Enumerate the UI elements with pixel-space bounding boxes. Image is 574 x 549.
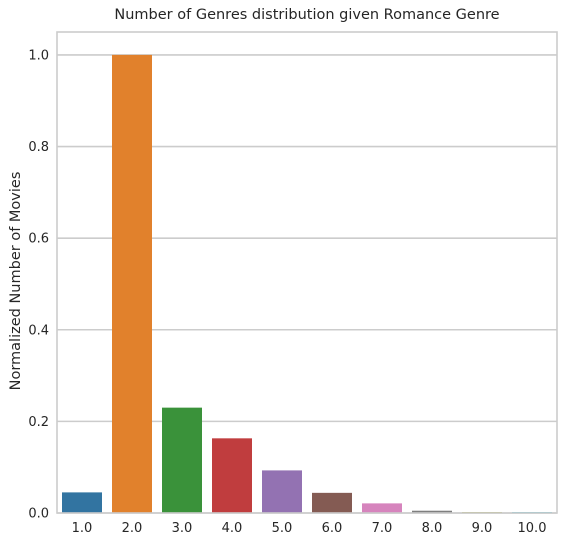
- bars: [62, 54, 552, 514]
- y-tick-label: 0.6: [28, 232, 49, 247]
- bar: [262, 470, 302, 513]
- y-axis-label: Normalized Number of Movies: [8, 172, 24, 391]
- chart-title: Number of Genres distribution given Roma…: [114, 7, 499, 23]
- x-tick-label: 2.0: [122, 521, 143, 536]
- bar: [212, 438, 252, 513]
- bar: [362, 503, 402, 513]
- y-tick-label: 1.0: [28, 48, 49, 63]
- x-tick-label: 1.0: [72, 521, 93, 536]
- x-tick-label: 9.0: [472, 521, 493, 536]
- y-tick-label: 0.2: [28, 415, 49, 430]
- bar: [162, 407, 202, 513]
- axes: 0.0 0.2 0.4 0.6 0.8 1.0 1.0 2.0 3.0 4.0 5.0 6.0 7.0 8…: [28, 31, 558, 536]
- x-tick-label: 7.0: [372, 521, 393, 536]
- x-tick-label: 4.0: [222, 521, 243, 536]
- x-tick-label: 8.0: [422, 521, 443, 536]
- bar: [62, 492, 102, 513]
- y-tick-label: 0.4: [28, 323, 49, 338]
- y-tick-label: 0.8: [28, 140, 49, 155]
- x-tick-label: 10.0: [518, 521, 547, 536]
- y-tick-label: 0.0: [28, 507, 49, 522]
- x-tick-label: 3.0: [172, 521, 193, 536]
- bar: [412, 510, 452, 513]
- bar: [312, 492, 352, 513]
- x-tick-label: 6.0: [322, 521, 343, 536]
- plot-frame: [56, 31, 558, 514]
- bar: [112, 54, 152, 514]
- x-tick-label: 5.0: [272, 521, 293, 536]
